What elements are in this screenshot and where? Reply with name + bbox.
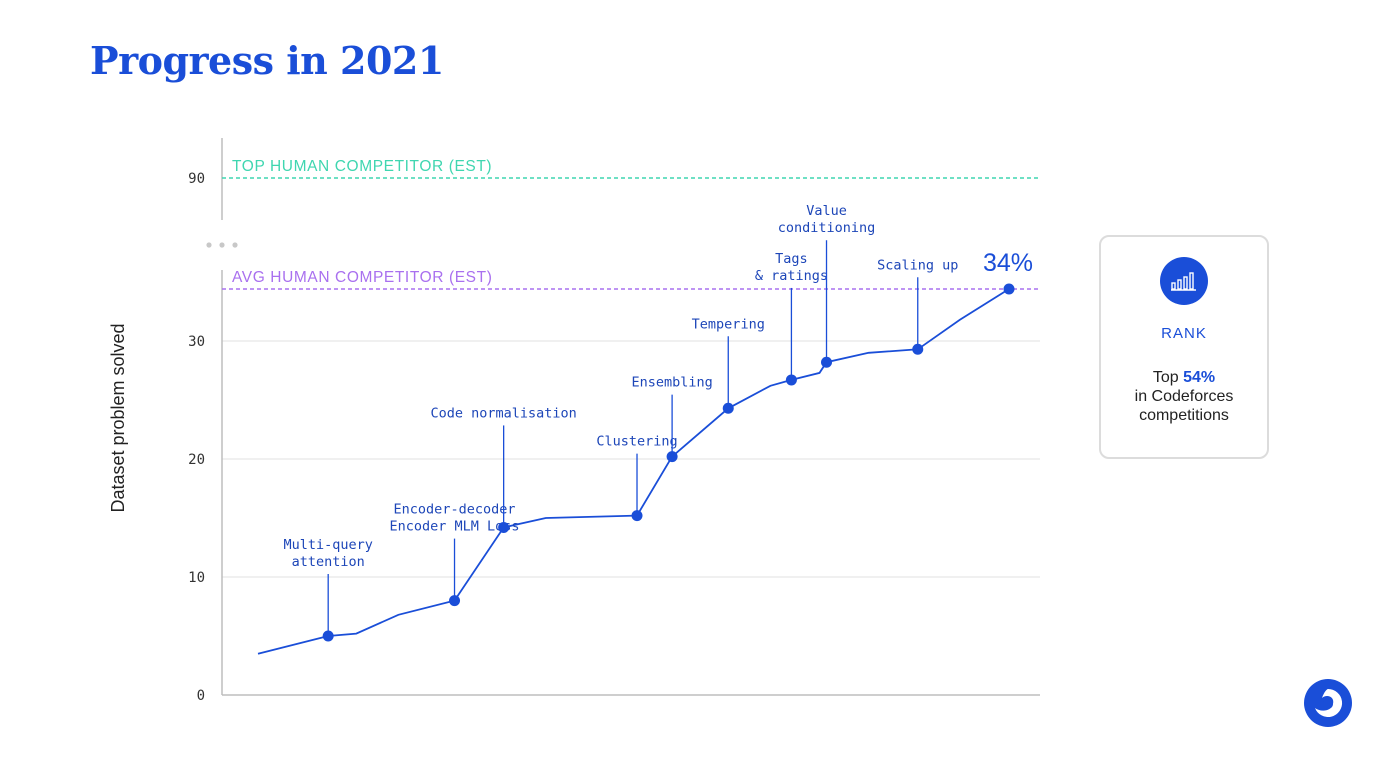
deepmind-logo-icon [1304,679,1352,727]
milestone-point-7 [785,374,797,386]
y-tick-label-30: 30 [188,334,205,350]
milestone-label-3-1: Code normalisation [430,405,576,421]
milestone-point-9 [912,343,924,355]
milestone-label-2-2: Encoder MLM Loss [389,519,519,535]
axis-layer: 0 10 20 30 90 [188,138,1040,704]
axis-break-dot-2 [219,242,225,248]
milestone-point-10 [1003,283,1015,295]
y-axis-label: Dataset problem solved [108,323,128,512]
y-tick-label-20: 20 [188,452,205,468]
milestone-label-2-1: Encoder-decoder [394,502,516,518]
axis-break-dot-3 [232,242,238,248]
milestone-point-4 [631,510,643,522]
reference-lines: TOP HUMAN COMPETITOR (EST) AVG HUMAN COMP… [222,158,1040,290]
milestone-label-8-1: Value [806,203,847,219]
series-layer [257,288,1010,655]
bar-chart-icon [1160,257,1208,305]
milestone-point-3 [498,521,510,533]
milestone-label-1-1: Multi-query [283,537,372,553]
milestone-label-7-1: Tags [775,251,808,267]
rank-label: RANK [1161,325,1207,342]
rank-description: Top 54% in Codeforces competitions [1101,368,1267,425]
rank-value: 54% [1183,369,1216,386]
slide-title: Progress in 2021 [90,38,444,83]
y-tick-label-0: 0 [197,688,205,704]
rank-line2: in Codeforces [1134,388,1234,405]
milestone-point-5 [666,451,678,463]
milestone-label-7-2: & ratings [755,268,828,284]
milestone-point-6 [722,402,734,414]
rank-card: RANK Top 54% in Codeforces competitions [1099,235,1269,459]
milestone-label-8-2: conditioning [778,220,876,236]
milestone-label-5-1: Ensembling [631,375,712,391]
milestone-label-9-1: Scaling up [877,257,958,273]
milestone-point-2 [449,595,461,607]
milestone-label-6-1: Tempering [692,316,765,332]
milestone-point-8 [821,356,833,368]
reference-label-1: TOP HUMAN COMPETITOR (EST) [232,158,492,175]
y-tick-label-10: 10 [188,570,205,586]
reference-label-2: AVG HUMAN COMPETITOR (EST) [232,269,492,286]
rank-line3: competitions [1139,407,1229,424]
rank-prefix: Top [1152,369,1184,386]
milestone-label-1-2: attention [292,554,365,570]
axis-break-dot-1 [206,242,212,248]
milestone-label-4-1: Clustering [596,434,677,450]
milestone-point-1 [322,630,334,642]
series-line [257,288,1010,655]
grid-layer [222,340,1040,578]
final-value-label: 34% [983,249,1033,277]
y-tick-label-90: 90 [188,171,205,187]
